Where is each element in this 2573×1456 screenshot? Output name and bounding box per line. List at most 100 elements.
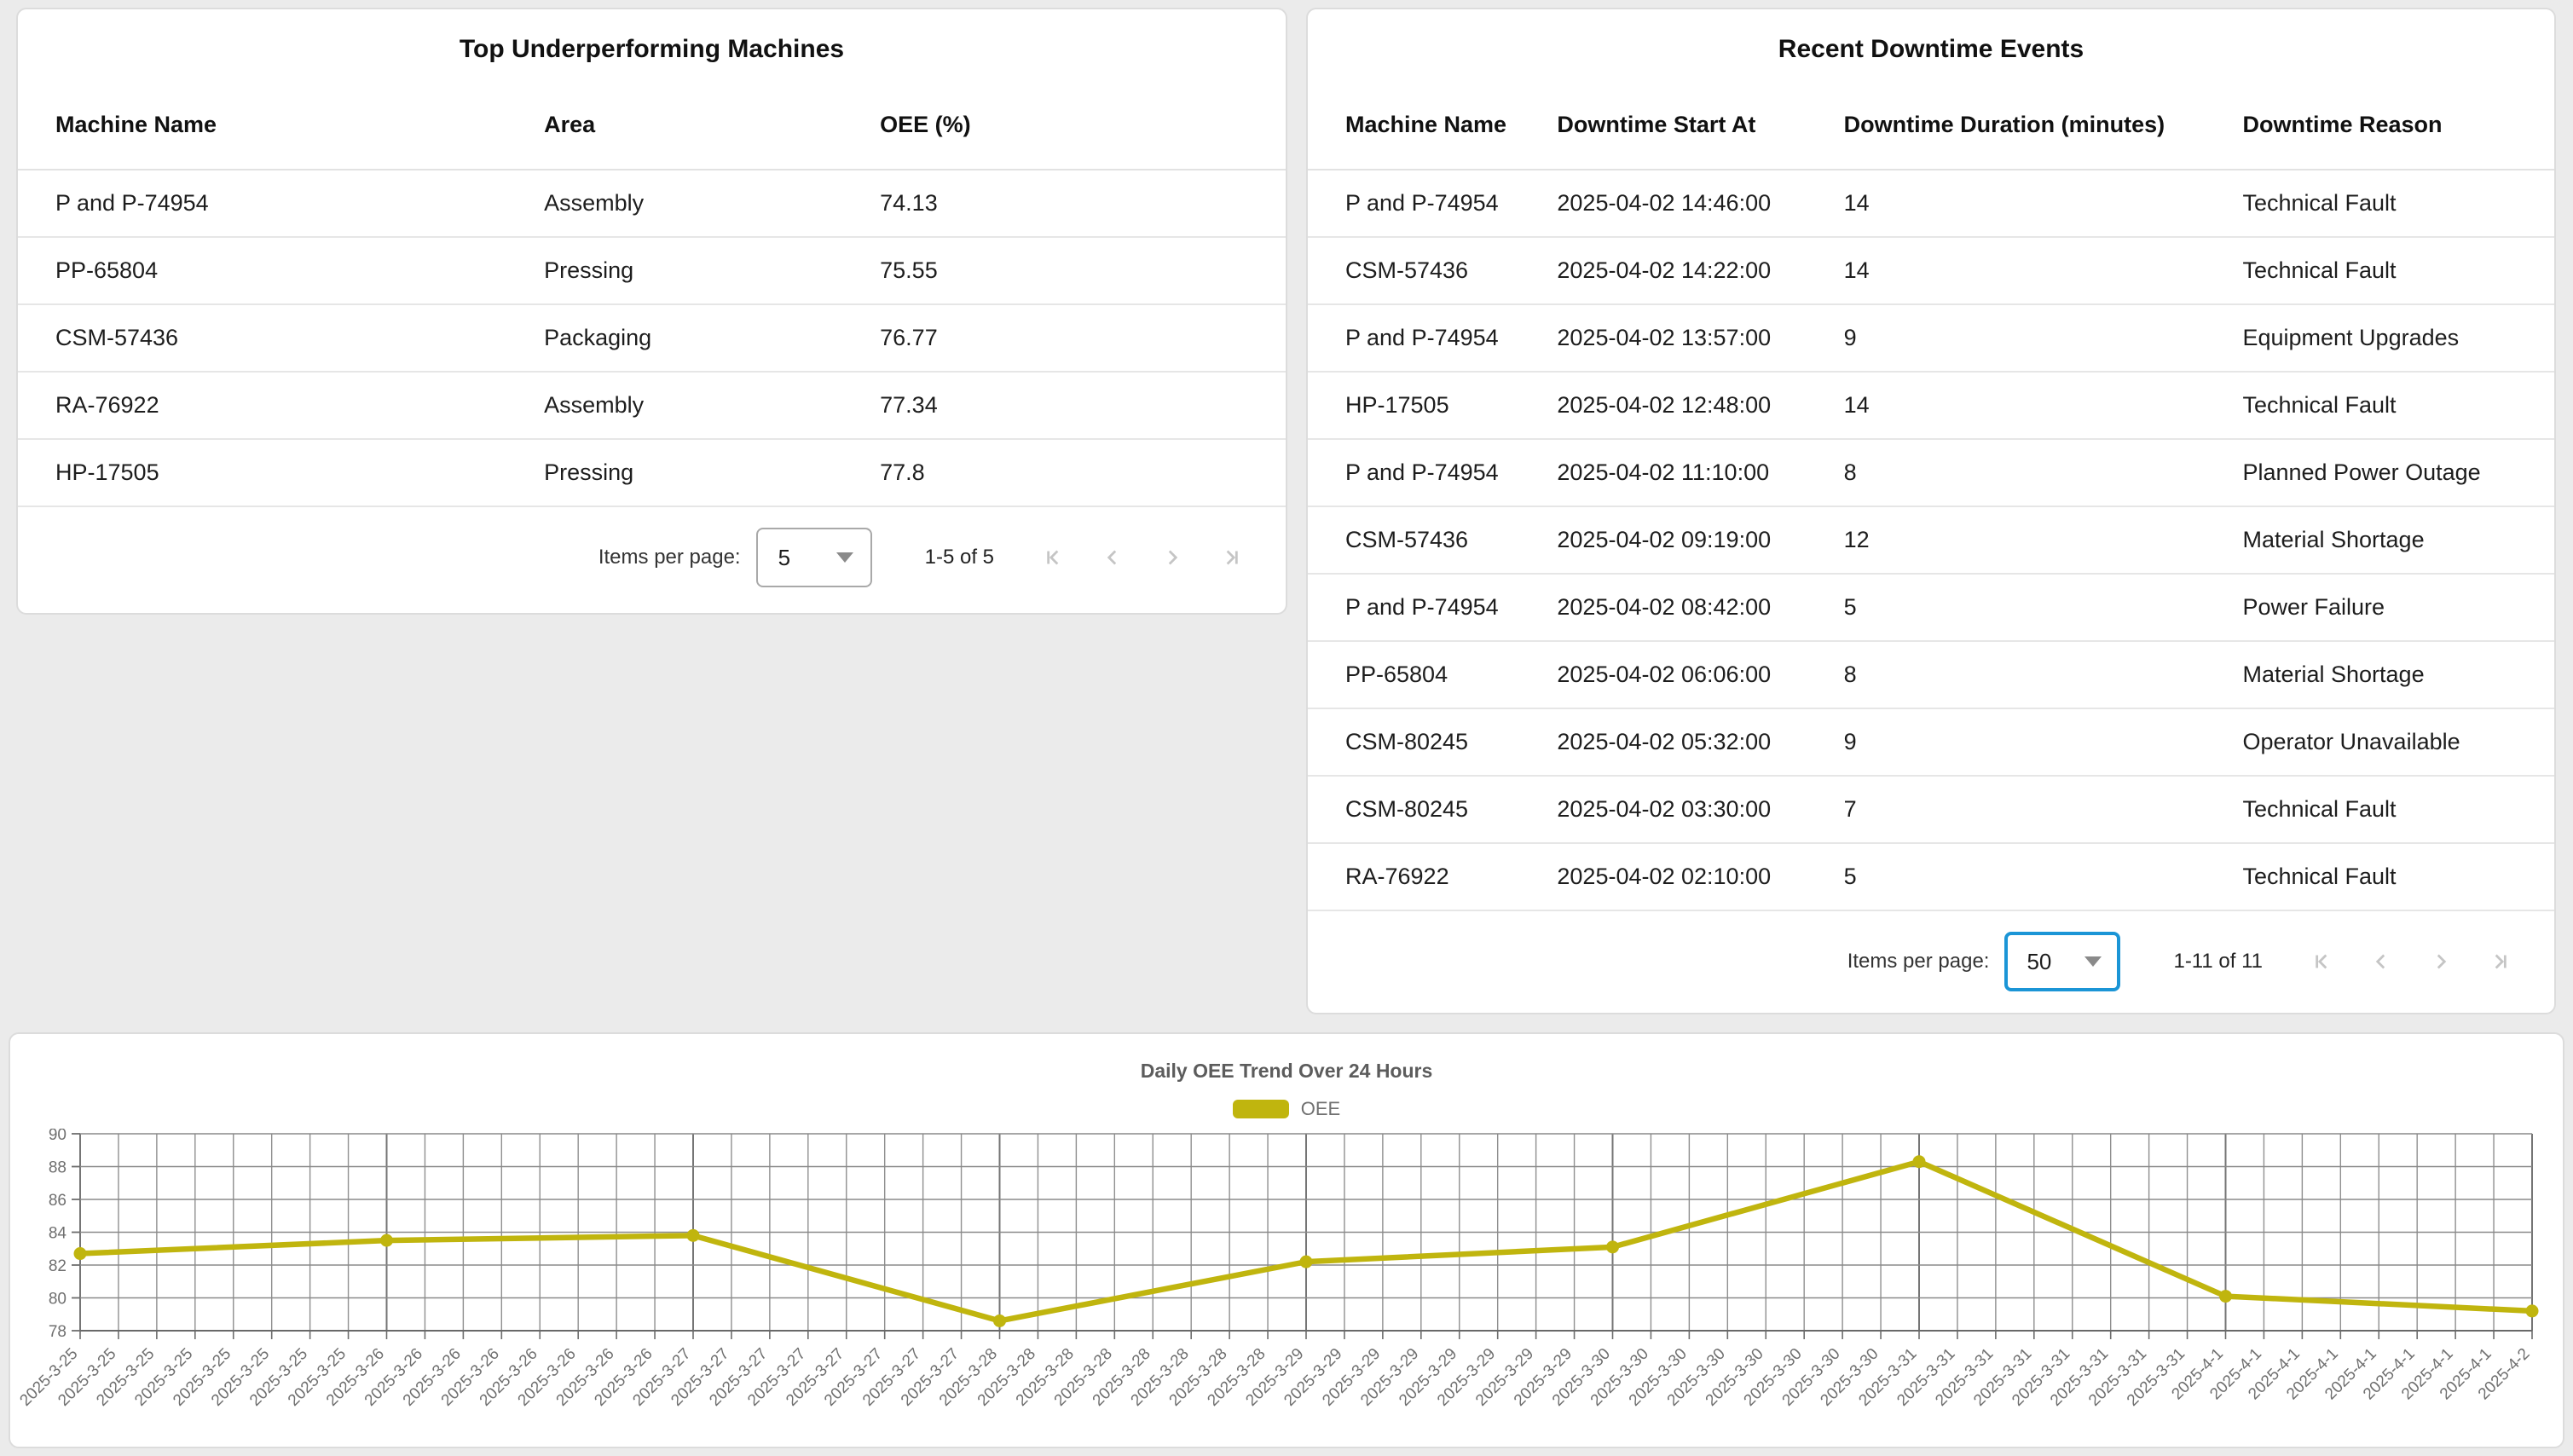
table-row: CSM-57436 Packaging 76.77 [18,304,1286,373]
data-point-marker [1606,1240,1619,1254]
table-cell: 74.13 [880,170,1286,238]
column-header: OEE (%) [880,83,1286,170]
last-page-button[interactable] [2471,932,2530,991]
table-cell: 12 [1843,506,2243,575]
oee-trend-chart: 2025-3-252025-3-252025-3-252025-3-252025… [16,1129,2539,1410]
table-cell: 14 [1843,372,2243,440]
table-cell: 2025-04-02 11:10:00 [1557,439,1844,507]
table-cell: P and P-74954 [1308,574,1558,642]
data-point-marker [380,1234,393,1247]
items-per-page-value: 50 [2027,948,2052,974]
table-cell: Planned Power Outage [2242,439,2554,507]
table-cell: P and P-74954 [18,170,545,238]
first-page-button[interactable] [2292,932,2351,991]
data-point-marker [1299,1255,1313,1268]
column-header: Downtime Duration (minutes) [1843,83,2243,170]
y-axis-label: 82 [49,1257,66,1275]
table-cell: 5 [1843,843,2243,911]
table-header-row: Machine Name Area OEE (%) [18,83,1286,170]
items-per-page-label: Items per page: [1847,950,1990,973]
table-cell: 7 [1843,776,2243,844]
column-header: Downtime Start At [1557,83,1844,170]
table-cell: Technical Fault [2242,843,2554,911]
chart-legend: OEE [10,1098,2563,1120]
chevron-left-icon [2375,954,2385,969]
data-point-marker [73,1247,87,1261]
table-row: P and P-74954 2025-04-02 11:10:00 8 Planned… [1308,439,2554,507]
table-cell: 14 [1843,170,2243,238]
data-point-marker [1912,1155,1926,1169]
data-point-marker [993,1314,1006,1327]
legend-swatch-oee[interactable] [1232,1100,1289,1118]
last-page-button[interactable] [1202,528,1262,587]
y-axis-label: 80 [49,1291,66,1309]
table-cell: HP-17505 [1308,372,1558,440]
pagination-controls [2292,932,2530,991]
items-per-page-value: 5 [778,544,791,570]
table-header-row: Machine Name Downtime Start At Downtime Du… [1308,83,2554,170]
legend-label-oee[interactable]: OEE [1300,1098,1341,1119]
chevron-down-icon [836,552,853,563]
table-row: PP-65804 2025-04-02 06:06:00 8 Material Sho… [1308,641,2554,709]
table-cell: Technical Fault [2242,170,2554,238]
page-range-label: 1-11 of 11 [2173,950,2263,973]
table-cell: CSM-80245 [1308,776,1558,844]
table-cell: CSM-80245 [1308,708,1558,777]
table-cell: 8 [1843,439,2243,507]
table-cell: 9 [1843,708,2243,777]
pagination-controls [1023,528,1262,587]
table-cell: 2025-04-02 14:46:00 [1557,170,1844,238]
table-cell: 2025-04-02 14:22:00 [1557,237,1844,305]
table-row: RA-76922 2025-04-02 02:10:00 5 Technical Fa… [1308,843,2554,911]
table-cell: P and P-74954 [1308,170,1558,238]
chevron-right-icon [2437,954,2447,969]
next-page-button[interactable] [2411,932,2471,991]
table-cell: 9 [1843,304,2243,373]
column-header: Machine Name [1308,83,1558,170]
column-header: Area [544,83,881,170]
table-row: CSM-57436 2025-04-02 14:22:00 14 Technical … [1308,237,2554,305]
table-cell: P and P-74954 [1308,304,1558,373]
table-cell: 2025-04-02 13:57:00 [1557,304,1844,373]
y-axis-label: 88 [49,1159,66,1177]
chart-title: Daily OEE Trend Over 24 Hours [1140,1060,1433,1082]
chevron-down-icon [2084,956,2102,967]
next-page-button[interactable] [1142,528,1202,587]
data-point-marker [686,1228,700,1242]
table-row: P and P-74954 2025-04-02 08:42:00 5 Power F… [1308,574,2554,642]
last-page-icon [2495,954,2507,969]
table-cell: CSM-57436 [18,304,545,373]
table-cell: Material Shortage [2242,506,2554,575]
table-cell: Technical Fault [2242,776,2554,844]
table-cell: Technical Fault [2242,372,2554,440]
first-page-button[interactable] [1023,528,1083,587]
table-cell: RA-76922 [18,372,545,440]
table-row: HP-17505 2025-04-02 12:48:00 14 Technical F… [1308,372,2554,440]
table-cell: 2025-04-02 12:48:00 [1557,372,1844,440]
data-point-marker [2219,1290,2232,1303]
table-cell: Assembly [544,170,881,238]
table-cell: Packaging [544,304,881,373]
first-page-icon [1047,550,1059,565]
table-cell: PP-65804 [1308,641,1558,709]
table-cell: Equipment Upgrades [2242,304,2554,373]
column-header: Downtime Reason [2242,83,2554,170]
chevron-left-icon [1107,550,1117,565]
items-per-page-select[interactable]: 50 [2004,932,2121,991]
recent-downtime-events-card: Recent Downtime Events Machine Name Downt… [1306,8,2556,1014]
column-header: Machine Name [18,83,545,170]
table-cell: 75.55 [880,237,1286,305]
items-per-page-select[interactable]: 5 [755,528,872,587]
table-cell: 2025-04-02 05:32:00 [1557,708,1844,777]
table-cell: 8 [1843,641,2243,709]
table-cell: 2025-04-02 02:10:00 [1557,843,1844,911]
previous-page-button[interactable] [2351,932,2411,991]
underperforming-machines-table: Machine Name Area OEE (%) P and P-74954 Ass… [18,83,1286,507]
previous-page-button[interactable] [1083,528,1142,587]
data-point-marker [2525,1304,2539,1318]
table-row: CSM-80245 2025-04-02 05:32:00 9 Operator Un… [1308,708,2554,777]
y-axis-label: 84 [49,1225,67,1243]
card-title: Recent Downtime Events [1778,35,2084,63]
table-row: P and P-74954 Assembly 74.13 [18,170,1286,238]
